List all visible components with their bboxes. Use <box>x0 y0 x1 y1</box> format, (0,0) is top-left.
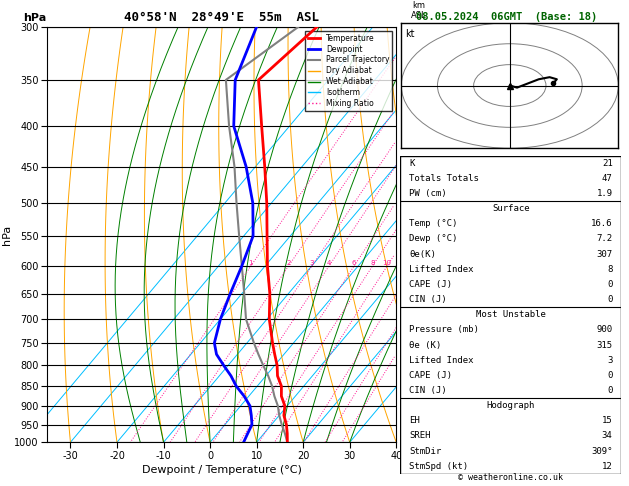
Text: 10: 10 <box>382 260 392 266</box>
Text: 12: 12 <box>602 462 613 471</box>
Text: 3: 3 <box>401 305 406 313</box>
Text: Lifted Index: Lifted Index <box>409 356 474 364</box>
Text: 307: 307 <box>596 249 613 259</box>
Text: Lifted Index: Lifted Index <box>409 265 474 274</box>
Text: 47: 47 <box>602 174 613 183</box>
Text: 0: 0 <box>607 295 613 304</box>
Text: StmSpd (kt): StmSpd (kt) <box>409 462 468 471</box>
Legend: Temperature, Dewpoint, Parcel Trajectory, Dry Adiabat, Wet Adiabat, Isotherm, Mi: Temperature, Dewpoint, Parcel Trajectory… <box>305 31 392 111</box>
Text: Pressure (mb): Pressure (mb) <box>409 325 479 334</box>
Text: 1: 1 <box>401 404 406 414</box>
Text: CIN (J): CIN (J) <box>409 386 447 395</box>
Text: StmDir: StmDir <box>409 447 441 455</box>
Text: Most Unstable: Most Unstable <box>476 310 546 319</box>
Text: SREH: SREH <box>409 432 430 440</box>
Text: Totals Totals: Totals Totals <box>409 174 479 183</box>
Text: 7: 7 <box>401 117 406 126</box>
Text: 1: 1 <box>248 260 253 266</box>
Text: 15: 15 <box>602 417 613 425</box>
Text: 3: 3 <box>309 260 314 266</box>
Text: Dewp (°C): Dewp (°C) <box>409 234 457 243</box>
Y-axis label: hPa: hPa <box>1 225 11 244</box>
Text: Hodograph: Hodograph <box>487 401 535 410</box>
Text: CAPE (J): CAPE (J) <box>409 371 452 380</box>
Text: 34: 34 <box>602 432 613 440</box>
Text: 5: 5 <box>401 223 406 232</box>
Text: EH: EH <box>409 417 420 425</box>
Text: kt: kt <box>405 29 415 39</box>
Text: 2: 2 <box>286 260 291 266</box>
Text: 8: 8 <box>370 260 375 266</box>
Text: hPa: hPa <box>23 13 46 22</box>
Text: 0: 0 <box>607 371 613 380</box>
Text: © weatheronline.co.uk: © weatheronline.co.uk <box>459 473 563 482</box>
Text: 08.05.2024  06GMT  (Base: 18): 08.05.2024 06GMT (Base: 18) <box>416 12 597 22</box>
Text: Surface: Surface <box>492 204 530 213</box>
Text: km
ASL: km ASL <box>411 1 426 20</box>
Text: θe (K): θe (K) <box>409 341 441 349</box>
Text: 8: 8 <box>607 265 613 274</box>
Text: 1.9: 1.9 <box>596 189 613 198</box>
Text: CAPE (J): CAPE (J) <box>409 280 452 289</box>
Text: Temp (°C): Temp (°C) <box>409 219 457 228</box>
Text: 315: 315 <box>596 341 613 349</box>
Text: 900: 900 <box>596 325 613 334</box>
Text: θe(K): θe(K) <box>409 249 436 259</box>
Text: 16.6: 16.6 <box>591 219 613 228</box>
Text: 7.2: 7.2 <box>596 234 613 243</box>
X-axis label: Dewpoint / Temperature (°C): Dewpoint / Temperature (°C) <box>142 465 302 475</box>
Text: 6: 6 <box>352 260 357 266</box>
Text: 8: 8 <box>401 34 406 43</box>
Text: 4: 4 <box>401 266 406 275</box>
Text: 309°: 309° <box>591 447 613 455</box>
Text: K: K <box>409 158 415 168</box>
Text: 2: 2 <box>401 342 406 351</box>
Text: CIN (J): CIN (J) <box>409 295 447 304</box>
Text: 3: 3 <box>607 356 613 364</box>
Text: 0: 0 <box>607 280 613 289</box>
Text: 6: 6 <box>401 176 406 185</box>
Text: 4: 4 <box>327 260 331 266</box>
Text: PW (cm): PW (cm) <box>409 189 447 198</box>
Text: 21: 21 <box>602 158 613 168</box>
Text: LCL: LCL <box>401 383 416 392</box>
Text: 0: 0 <box>607 386 613 395</box>
Title: 40°58'N  28°49'E  55m  ASL: 40°58'N 28°49'E 55m ASL <box>124 11 320 24</box>
